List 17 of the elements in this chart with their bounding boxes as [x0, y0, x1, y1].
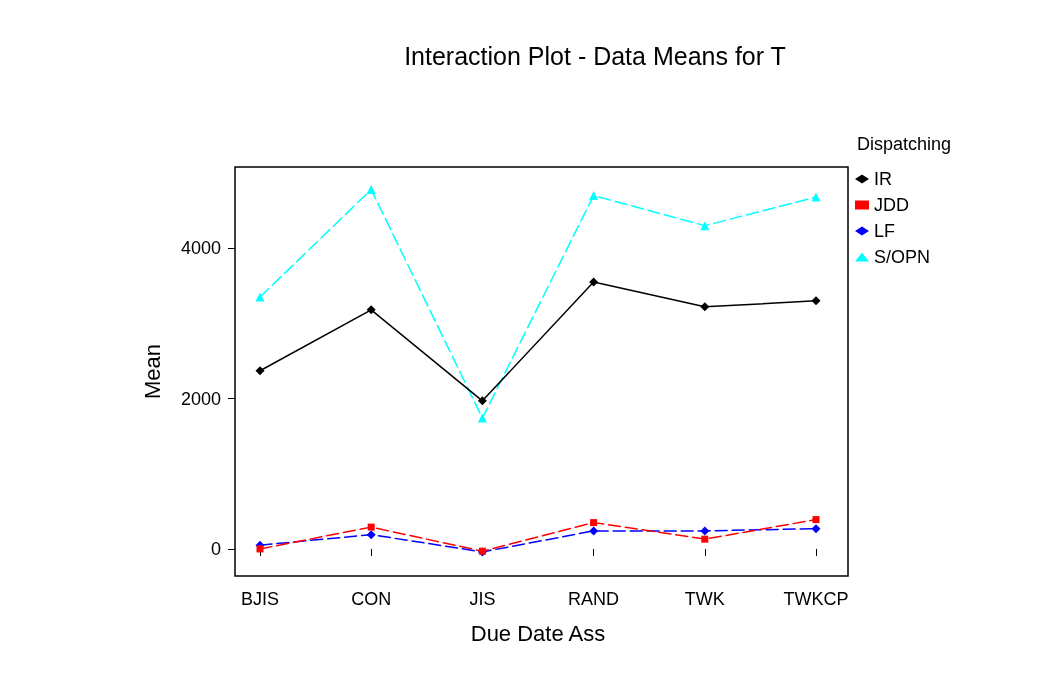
y-tick-label: 0	[210, 538, 221, 559]
x-tick-label: JIS	[469, 589, 496, 609]
legend-label: JDD	[874, 195, 909, 215]
x-tick-label: BJIS	[240, 589, 280, 609]
x-tick-label: RAND	[568, 589, 620, 609]
x-axis-title: Due Date Ass	[470, 620, 606, 646]
y-tick-label: 4000	[180, 238, 221, 259]
legend-label: IR	[874, 169, 892, 189]
y-tick-label: 2000	[180, 388, 221, 409]
x-tick-label: TWKCP	[783, 589, 849, 609]
x-tick-label: CON	[351, 589, 392, 609]
legend-title: Dispatching	[857, 134, 952, 154]
x-tick-label: TWK	[684, 589, 725, 609]
chart-title: Interaction Plot - Data Means for T	[404, 41, 786, 70]
legend-label: S/OPN	[874, 247, 931, 267]
legend-label: LF	[874, 221, 896, 241]
y-axis-title: Mean	[139, 343, 165, 400]
